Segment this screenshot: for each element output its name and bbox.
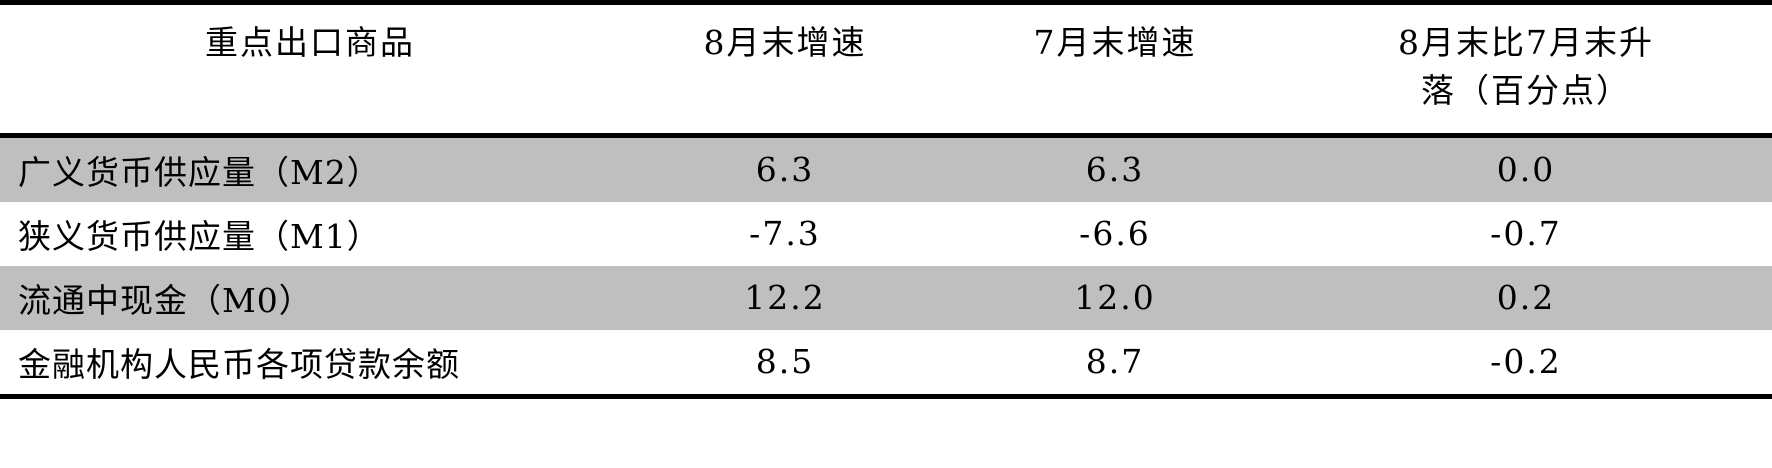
bottom-whitespace xyxy=(0,398,1772,465)
table-header: 重点出口商品 8月末增速 7月末增速 8月末比7月末升 落（百分点） xyxy=(0,0,1772,138)
cell-m0-change: 0.2 xyxy=(1280,265,1772,330)
column-header-change-line2: 落（百分点） xyxy=(1421,70,1631,110)
table-row: 狭义货币供应量（M1） -7.3 -6.6 -0.7 xyxy=(0,201,1772,266)
table-header-row: 重点出口商品 8月末增速 7月末增速 8月末比7月末升 落（百分点） xyxy=(0,0,1772,138)
row-label-loans: 金融机构人民币各项贷款余额 xyxy=(0,329,620,399)
cell-m0-august: 12.2 xyxy=(620,265,950,330)
table-row: 广义货币供应量（M2） 6.3 6.3 0.0 xyxy=(0,135,1772,202)
column-header-august-growth: 8月末增速 xyxy=(620,0,950,138)
column-header-july-growth: 7月末增速 xyxy=(950,0,1280,138)
row-label-m0: 流通中现金（M0） xyxy=(0,265,620,330)
table-row: 流通中现金（M0） 12.2 12.0 0.2 xyxy=(0,265,1772,330)
cell-m0-july: 12.0 xyxy=(950,265,1280,330)
cell-m2-change: 0.0 xyxy=(1280,135,1772,202)
cell-loans-change: -0.2 xyxy=(1280,329,1772,399)
column-header-indicator: 重点出口商品 xyxy=(0,0,620,138)
column-header-change: 8月末比7月末升 落（百分点） xyxy=(1280,0,1772,138)
statistics-table-container: 重点出口商品 8月末增速 7月末增速 8月末比7月末升 落（百分点） 广义货币供… xyxy=(0,0,1772,399)
row-label-m2: 广义货币供应量（M2） xyxy=(0,135,620,202)
table-row: 金融机构人民币各项贷款余额 8.5 8.7 -0.2 xyxy=(0,329,1772,399)
cell-m1-change: -0.7 xyxy=(1280,201,1772,266)
cell-m1-july: -6.6 xyxy=(950,201,1280,266)
cell-m2-august: 6.3 xyxy=(620,135,950,202)
cell-m1-august: -7.3 xyxy=(620,201,950,266)
table-body: 广义货币供应量（M2） 6.3 6.3 0.0 狭义货币供应量（M1） -7.3… xyxy=(0,135,1772,399)
row-label-m1: 狭义货币供应量（M1） xyxy=(0,201,620,266)
money-supply-statistics-table: 重点出口商品 8月末增速 7月末增速 8月末比7月末升 落（百分点） 广义货币供… xyxy=(0,0,1772,399)
cell-loans-july: 8.7 xyxy=(950,329,1280,399)
column-header-change-line1: 8月末比7月末升 xyxy=(1398,23,1654,62)
cell-m2-july: 6.3 xyxy=(950,135,1280,202)
cell-loans-august: 8.5 xyxy=(620,329,950,399)
